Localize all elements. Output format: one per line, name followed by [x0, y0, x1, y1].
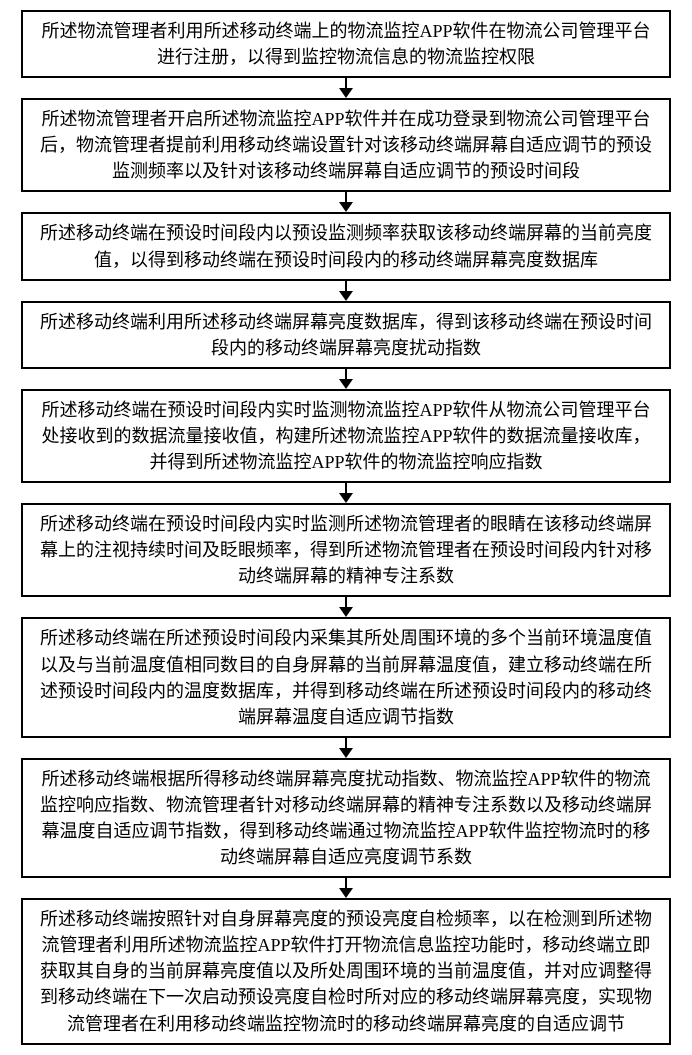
- flowchart-step-5: 所述移动终端在预设时间段内实时监测物流监控APP软件从物流公司管理平台处接收到的…: [21, 389, 671, 483]
- flowchart-step-4: 所述移动终端利用所述移动终端屏幕亮度数据库，得到该移动终端在预设时间段内的移动终…: [21, 301, 671, 369]
- flowchart-step-7: 所述移动终端在所述预设时间段内采集其所处周围环境的多个当前环境温度值以及与当前温…: [21, 617, 671, 737]
- arrow-icon: [339, 192, 353, 212]
- flowchart-step-9: 所述移动终端按照针对自身屏幕亮度的预设亮度自检频率，以在检测到所述物流管理者利用…: [21, 898, 671, 1044]
- arrow-icon: [339, 281, 353, 301]
- arrow-icon: [339, 483, 353, 503]
- arrow-icon: [339, 369, 353, 389]
- arrow-icon: [339, 597, 353, 617]
- flowchart-step-3: 所述移动终端在预设时间段内以预设监测频率获取该移动终端屏幕的当前亮度值，以得到移…: [21, 212, 671, 280]
- arrow-icon: [339, 878, 353, 898]
- flowchart-step-1: 所述物流管理者利用所述移动终端上的物流监控APP软件在物流公司管理平台进行注册，…: [21, 10, 671, 78]
- flowchart-step-8: 所述移动终端根据所得移动终端屏幕亮度扰动指数、物流监控APP软件的物流监控响应指…: [21, 758, 671, 878]
- flowchart-step-6: 所述移动终端在预设时间段内实时监测所述物流管理者的眼睛在该移动终端屏幕上的注视持…: [21, 503, 671, 597]
- flowchart-step-2: 所述物流管理者开启所述物流监控APP软件并在成功登录到物流公司管理平台后，物流管…: [21, 98, 671, 192]
- flowchart-container: 所述物流管理者利用所述移动终端上的物流监控APP软件在物流公司管理平台进行注册，…: [10, 10, 682, 1045]
- arrow-icon: [339, 738, 353, 758]
- arrow-icon: [339, 78, 353, 98]
